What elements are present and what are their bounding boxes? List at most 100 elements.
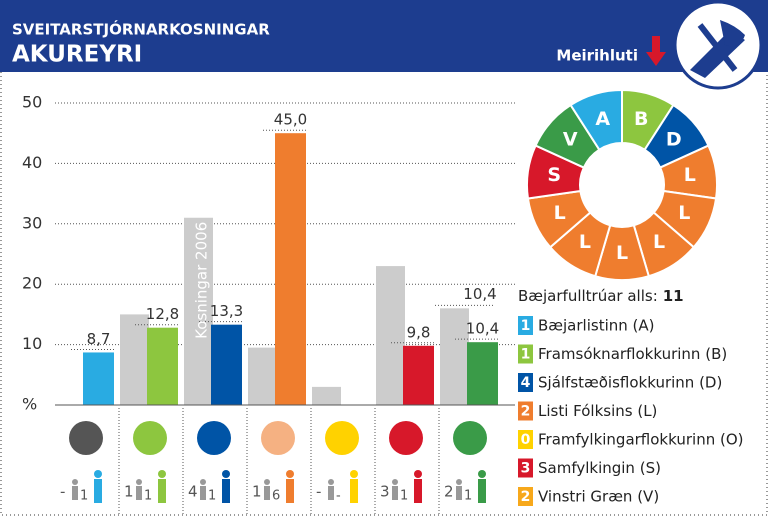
down-arrow [646, 36, 666, 66]
person-icon-head [158, 470, 166, 478]
segment-letter: L [678, 202, 690, 224]
person-icon [200, 486, 206, 500]
bar [211, 324, 242, 405]
seats-current: 6 [272, 489, 280, 504]
council-total: Bæjarfulltrúar alls: 11 [518, 287, 684, 305]
value-label: 13,3 [210, 302, 243, 320]
person-icon [264, 486, 270, 500]
person-icon-head [478, 470, 486, 478]
party-logo [261, 421, 295, 455]
person-icon [392, 486, 398, 500]
bar [403, 345, 434, 405]
seats-previous: 1 [252, 483, 262, 501]
y-tick-label: 20 [22, 274, 42, 293]
value-label: 9,8 [407, 323, 431, 341]
bar [184, 217, 213, 405]
person-icon [72, 486, 78, 500]
legend-badge [518, 344, 533, 364]
legend-badge-number: 3 [521, 461, 531, 477]
bar [120, 314, 149, 405]
value-label: 12,8 [146, 305, 179, 323]
segment-letter: A [595, 108, 610, 130]
y-tick-label: 10 [22, 334, 42, 353]
value-label: 10,4 [466, 320, 499, 338]
legend-name: Framsóknarflokkurinn (B) [538, 345, 727, 363]
seats-current: 1 [400, 489, 408, 504]
legend-badge [518, 316, 533, 335]
council-segment [569, 88, 623, 152]
person-icon [158, 479, 166, 503]
majority-label: Meirihluti [556, 47, 638, 65]
legend-badge [518, 458, 533, 478]
seats-current: 1 [208, 489, 216, 504]
seats-current: - [336, 489, 341, 504]
person-icon-head [222, 470, 230, 478]
person-icon-head [414, 470, 422, 478]
segment-letter: L [616, 242, 628, 264]
legend-badge-number: 2 [521, 404, 531, 420]
bar [275, 133, 306, 405]
person-icon-head [286, 470, 294, 478]
legend-name: Listi Fólksins (L) [538, 402, 657, 420]
seats-previous: 2 [444, 483, 454, 501]
seats-previous: - [316, 483, 321, 501]
person-icon [478, 479, 486, 503]
seats-current: 1 [464, 489, 472, 504]
segment-letter: D [666, 129, 682, 151]
council-total-number: 11 [663, 287, 684, 305]
legend-badge [518, 430, 533, 449]
legend-badge-number: 0 [521, 432, 531, 448]
person-icon-head [350, 470, 358, 478]
y-tick-label: % [22, 395, 37, 414]
person-icon-head [94, 470, 102, 478]
person-icon [136, 486, 142, 500]
party-logo [325, 421, 359, 455]
person-icon-head [264, 479, 270, 485]
seats-previous: 1 [124, 483, 134, 501]
header-subtitle: AKUREYRI [12, 42, 142, 68]
value-label: 8,7 [87, 330, 111, 348]
bar [312, 386, 341, 405]
person-icon-head [136, 479, 142, 485]
person-icon-head [328, 479, 334, 485]
segment-letter: L [579, 231, 591, 253]
person-icon-head [200, 479, 206, 485]
party-logo [453, 421, 487, 455]
segment-letter: L [554, 202, 566, 224]
legend-name: Samfylkingin (S) [538, 459, 661, 477]
person-icon-head [72, 479, 78, 485]
bar [440, 308, 469, 405]
y-tick-label: 40 [22, 153, 42, 172]
bar [467, 342, 498, 405]
party-logo [69, 421, 103, 455]
header-title: SVEITARSTJÓRNARKOSNINGAR [12, 20, 270, 39]
legend-name: Framfylkingarflokkurinn (O) [538, 431, 743, 449]
legend-name: Sjálfstæðisflokkurinn (D) [538, 374, 722, 392]
y-tick-label: 30 [22, 213, 42, 232]
seats-previous: 4 [188, 483, 198, 501]
y-tick-label: 50 [22, 93, 42, 112]
bar [376, 266, 405, 405]
person-icon [456, 486, 462, 500]
bar [248, 347, 277, 405]
legend-badge-number: 1 [521, 347, 531, 363]
legend-name: Vinstri Græn (V) [538, 488, 659, 506]
person-icon [414, 479, 422, 503]
person-icon [286, 479, 294, 503]
bar [147, 327, 178, 405]
person-icon [222, 479, 230, 503]
seats-current: 1 [144, 489, 152, 504]
legend-badge [518, 401, 533, 421]
legend-badge-number: 1 [521, 318, 531, 334]
person-icon [94, 479, 102, 503]
segment-letter: B [634, 108, 648, 130]
seats-current: 1 [80, 489, 88, 504]
bar [83, 352, 114, 405]
legend-badge-number: 4 [521, 375, 531, 391]
series-name: Kosningar 2006 [193, 222, 211, 339]
segment-letter: S [547, 164, 561, 186]
header-band [0, 0, 768, 72]
person-icon [328, 486, 334, 500]
legend-badge-number: 2 [521, 489, 531, 505]
segment-letter: L [653, 231, 665, 253]
